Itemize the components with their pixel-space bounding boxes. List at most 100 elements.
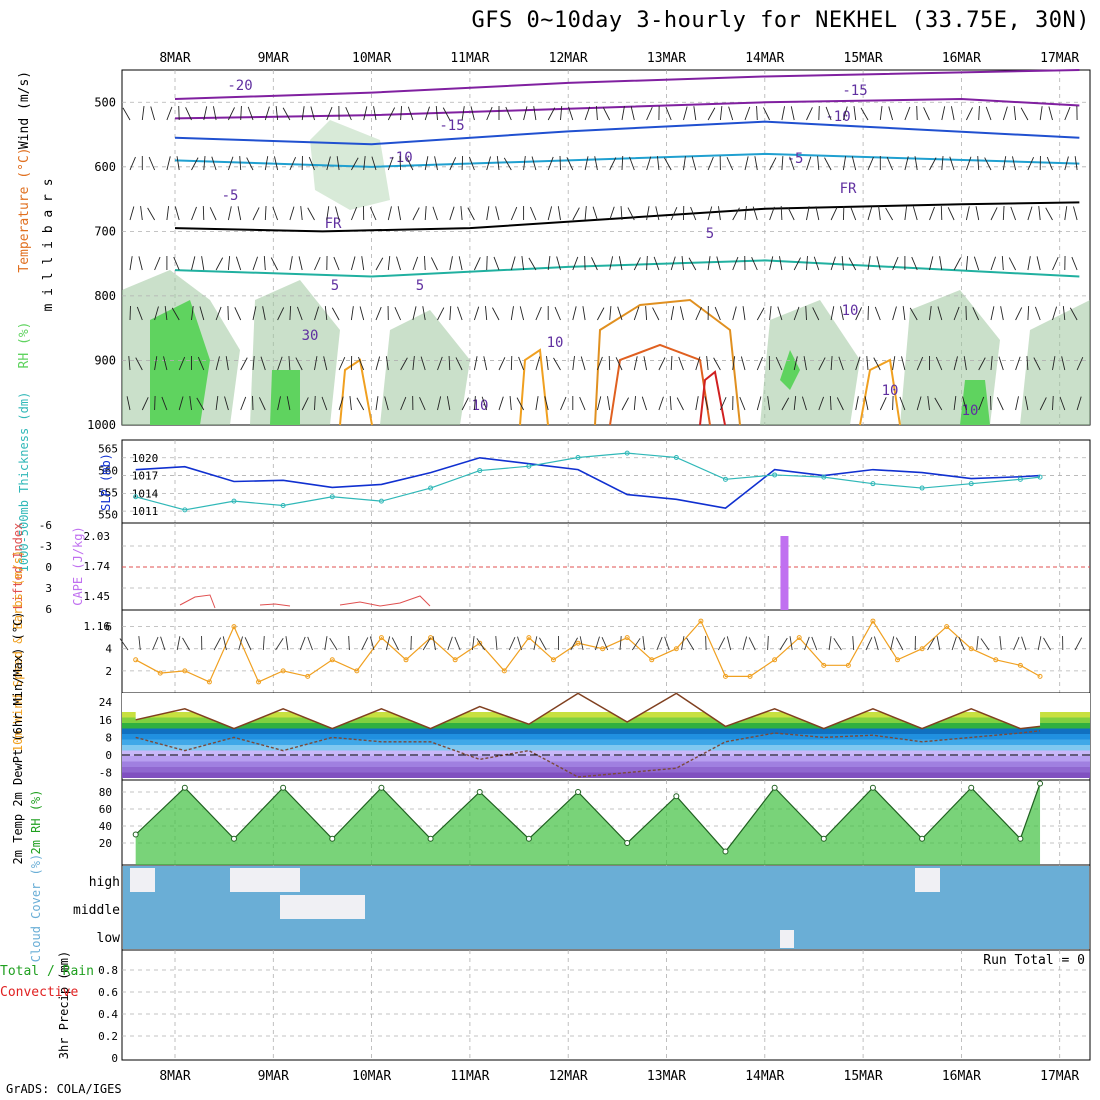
wind-speed-point	[329, 657, 335, 663]
cloud-cover-block	[780, 930, 794, 948]
upper-wind-barb	[620, 206, 623, 221]
upper-wind-barb	[1064, 156, 1069, 171]
li-tick-label: 6	[45, 603, 52, 616]
wind-speed-point	[182, 668, 188, 674]
upper-wind-barb	[1033, 357, 1041, 371]
upper-wind-barb	[1039, 397, 1047, 411]
upper-wind-barb	[1064, 106, 1071, 121]
upper-wind-barb	[965, 107, 973, 121]
surface-wind-barb	[324, 636, 328, 651]
warm-contour	[519, 348, 549, 426]
upper-wind-barb	[602, 107, 611, 121]
upper-wind-barb	[400, 357, 408, 371]
rh-shading	[760, 300, 860, 425]
cape-tick-label: 1.16	[84, 620, 111, 633]
surface-wind-barb	[601, 637, 609, 651]
upper-wind-barb	[252, 306, 257, 321]
upper-wind-barb	[1052, 306, 1058, 321]
upper-wind-barb	[356, 397, 365, 411]
surface-wind-barb	[299, 636, 306, 651]
upper-wind-barb	[949, 156, 955, 171]
upper-wind-barb	[787, 207, 795, 221]
top-date-label: 11MAR	[450, 51, 489, 66]
bottom-date-label: 13MAR	[647, 1069, 686, 1084]
upper-wind-barb	[756, 307, 765, 321]
surface-wind-barb	[789, 636, 793, 651]
rh-point	[329, 835, 336, 842]
upper-wind-barb	[584, 206, 587, 221]
upper-wind-barb	[929, 206, 935, 221]
top-date-label: 13MAR	[647, 51, 686, 66]
upper-wind-barb	[240, 105, 242, 121]
surface-wind-barb	[447, 636, 453, 651]
upper-wind-barb	[824, 157, 832, 171]
upper-wind-barb	[652, 307, 660, 321]
upper-wind-barb	[289, 157, 297, 171]
freezing-level-line	[174, 201, 1080, 233]
upper-wind-barb	[252, 356, 255, 371]
upper-wind-barb	[1052, 356, 1056, 371]
upper-wind-barb	[1064, 206, 1068, 221]
upper-wind-barb	[990, 207, 998, 221]
upper-wind-barb	[904, 156, 909, 171]
upper-wind-barb	[878, 206, 881, 221]
temp-tick-label: 8	[105, 731, 112, 744]
surface-wind-barb	[432, 636, 436, 651]
contour-label: 30	[302, 328, 319, 344]
top-date-label: 8MAR	[159, 51, 190, 66]
rh-point	[476, 789, 483, 795]
panel-frame	[121, 69, 1091, 426]
upper-wind-barb	[848, 257, 857, 271]
wind-speed-point	[1037, 673, 1043, 679]
thickness-point	[1037, 474, 1043, 480]
slp-tick-label: 1017	[132, 470, 159, 483]
li-tick-label: 3	[45, 582, 52, 595]
slp-series-line	[135, 456, 1041, 510]
temp-tick-label: 24	[99, 696, 113, 709]
upper-wind-barb	[572, 256, 579, 271]
upper-wind-barb	[446, 396, 451, 411]
upper-wind-barb	[371, 156, 377, 171]
thickness-axis-label: 1000-500mb Thickness (dm)	[17, 392, 31, 573]
upper-wind-barb	[695, 307, 702, 321]
upper-wind-barb	[486, 206, 490, 221]
upper-wind-barb	[719, 106, 723, 121]
upper-wind-barb	[1002, 106, 1008, 121]
upper-wind-barb	[732, 256, 739, 271]
upper-wind-barb	[1024, 396, 1029, 411]
rh-area-fill	[135, 783, 1041, 865]
upper-wind-barb	[435, 106, 438, 121]
wind10m-axis-label: 10m Wind Speed & Barbs (m/s)	[11, 550, 25, 752]
upper-wind-barb	[676, 397, 684, 411]
warm-contour	[594, 298, 741, 426]
upper-wind-barb	[630, 106, 635, 121]
upper-wind-barb	[693, 106, 697, 121]
upper-wind-barb	[916, 356, 924, 371]
upper-wind-barb	[912, 206, 918, 221]
upper-wind-barb	[714, 306, 721, 321]
upper-wind-barb	[129, 206, 135, 221]
temp-series-line	[135, 692, 1041, 730]
upper-wind-barb	[664, 157, 672, 171]
upper-wind-barb	[633, 306, 640, 321]
upper-wind-barb	[1061, 356, 1066, 371]
upper-wind-barb	[492, 307, 500, 321]
upper-wind-barb	[516, 397, 524, 411]
upper-wind-barb	[973, 256, 980, 271]
upper-wind-barb	[240, 396, 247, 411]
rh-point	[1017, 835, 1024, 842]
upper-wind-barb	[147, 207, 155, 221]
upper-wind-barb	[669, 396, 672, 411]
upper-wind-barb	[201, 256, 205, 271]
upper-wind-barb	[941, 106, 946, 121]
upper-wind-barb	[633, 257, 641, 271]
cloud-cover-block	[130, 868, 155, 892]
upper-wind-barb	[323, 356, 328, 371]
upper-wind-barb	[495, 206, 500, 221]
precip-tick-label: 0.6	[98, 986, 118, 999]
dewpoint-series-line	[135, 730, 1041, 778]
upper-wind-barb	[173, 256, 180, 271]
upper-wind-barb	[203, 156, 206, 171]
upper-wind-barb	[227, 206, 232, 221]
precip-tick-label: 0.4	[98, 1008, 118, 1021]
